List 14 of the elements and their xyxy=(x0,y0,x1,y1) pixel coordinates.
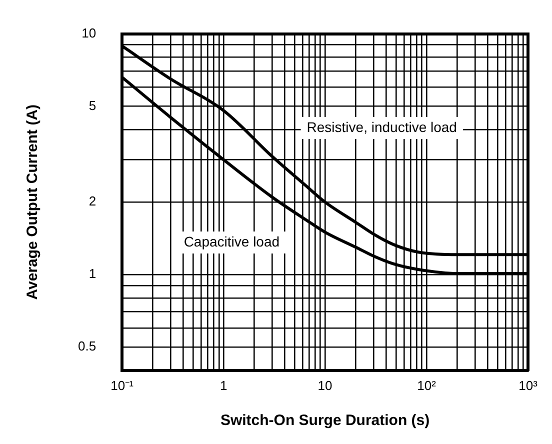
y-tick-label: 10 xyxy=(82,25,96,40)
x-tick-label: 10⁻¹ xyxy=(110,378,134,393)
y-axis-title: Average Output Current (A) xyxy=(24,104,42,300)
y-tick-label: 5 xyxy=(88,98,96,113)
series-label: Capacitive load xyxy=(184,233,280,250)
x-tick-label: 10³ xyxy=(518,378,538,393)
x-axis-title: Switch-On Surge Duration (s) xyxy=(220,412,430,430)
text: Resistive, inductive load xyxy=(306,118,457,135)
y-tick-label: 1 xyxy=(88,266,96,282)
x-tick-label: 10² xyxy=(417,378,437,393)
y-tick-label: 2 xyxy=(88,194,96,209)
x-tick-label: 1 xyxy=(220,378,228,393)
y-tick-label: 0.5 xyxy=(78,338,96,354)
x-tick-label: 10 xyxy=(318,378,332,393)
